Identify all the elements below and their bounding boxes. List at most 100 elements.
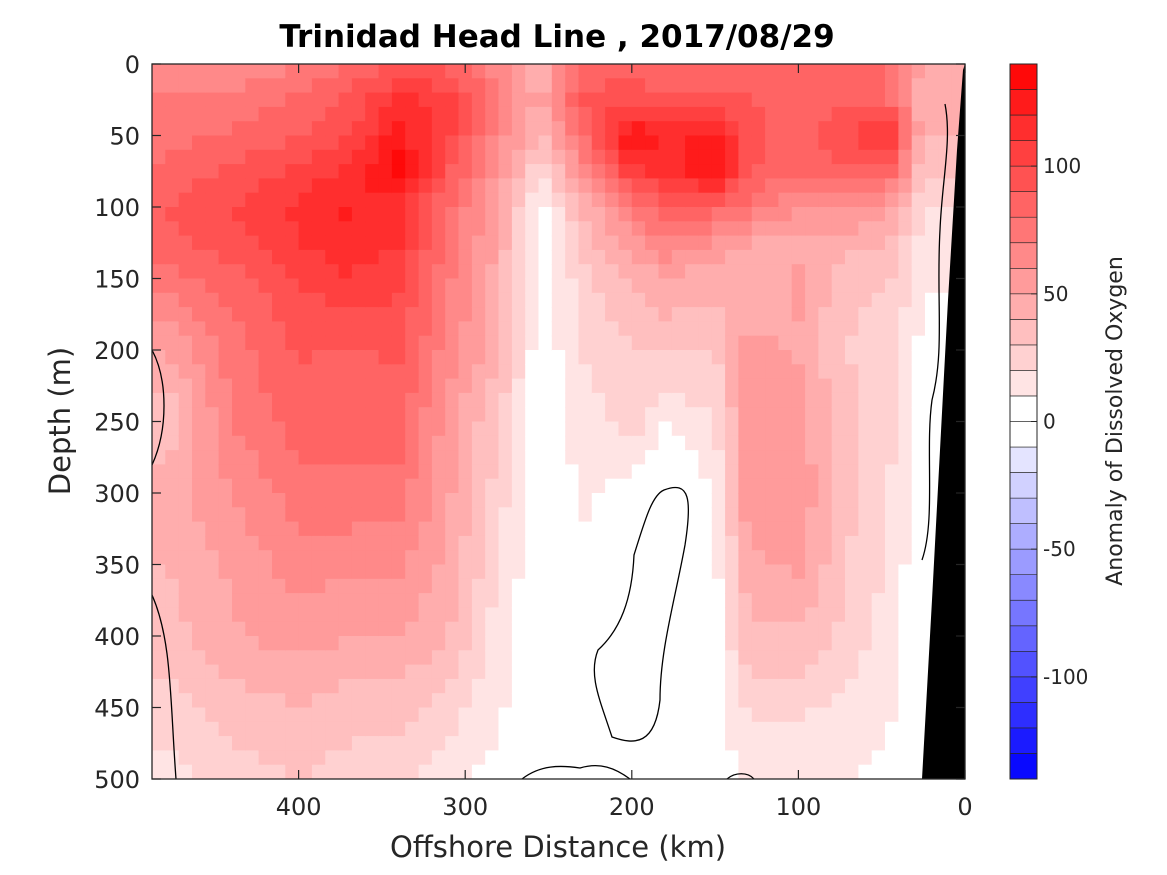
field-cell <box>685 750 700 766</box>
field-cell <box>631 121 646 137</box>
field-cell <box>671 335 686 351</box>
field-cell <box>272 64 287 80</box>
field-cell <box>218 750 233 766</box>
field-cell <box>578 321 593 337</box>
field-cell <box>778 464 793 480</box>
field-cell <box>698 450 713 466</box>
field-cell <box>311 135 326 151</box>
field-cell <box>431 64 446 80</box>
field-cell <box>578 164 593 180</box>
field-cell <box>591 350 606 366</box>
field-cell <box>258 135 273 151</box>
field-cell <box>818 664 833 680</box>
field-cell <box>831 578 846 594</box>
field-cell <box>658 135 673 151</box>
field-cell <box>845 678 860 694</box>
field-cell <box>192 693 207 709</box>
field-cell <box>831 435 846 451</box>
field-cell <box>178 750 193 766</box>
field-cell <box>152 321 167 337</box>
field-cell <box>871 464 886 480</box>
field-cell <box>765 149 780 165</box>
field-cell <box>871 621 886 637</box>
field-cell <box>218 278 233 294</box>
field-cell <box>232 78 247 94</box>
field-cell <box>711 650 726 666</box>
field-cell <box>192 535 207 551</box>
field-cell <box>325 350 340 366</box>
field-cell <box>631 335 646 351</box>
field-cell <box>911 550 926 566</box>
field-cell <box>152 92 167 108</box>
field-cell <box>818 578 833 594</box>
field-cell <box>325 321 340 337</box>
field-cell <box>778 564 793 580</box>
field-cell <box>338 764 353 779</box>
field-cell <box>845 106 860 122</box>
field-cell <box>538 521 553 537</box>
field-cell <box>831 92 846 108</box>
field-cell <box>405 135 420 151</box>
field-cell <box>258 64 273 80</box>
field-cell <box>325 464 340 480</box>
field-cell <box>298 78 313 94</box>
field-cell <box>485 521 500 537</box>
field-cell <box>885 607 900 623</box>
field-cell <box>711 521 726 537</box>
field-cell <box>485 578 500 594</box>
field-cell <box>192 507 207 523</box>
field-cell <box>431 621 446 637</box>
field-cell <box>458 507 473 523</box>
field-cell <box>911 164 926 180</box>
field-cell <box>898 464 913 480</box>
field-cell <box>538 564 553 580</box>
field-cell <box>285 92 300 108</box>
field-cell <box>725 593 740 609</box>
field-cell <box>165 378 180 394</box>
field-cell <box>192 607 207 623</box>
field-cell <box>338 121 353 137</box>
field-cell <box>591 535 606 551</box>
field-cell <box>858 664 873 680</box>
field-cell <box>858 350 873 366</box>
field-cell <box>751 721 766 737</box>
field-cell <box>338 149 353 165</box>
field-cell <box>858 321 873 337</box>
field-cell <box>285 321 300 337</box>
field-cell <box>511 736 526 752</box>
field-cell <box>885 178 900 194</box>
field-cell <box>418 292 433 308</box>
field-cell <box>205 707 220 723</box>
field-cell <box>511 550 526 566</box>
field-cell <box>698 292 713 308</box>
field-cell <box>618 121 633 137</box>
field-cell <box>498 292 513 308</box>
field-cell <box>245 378 260 394</box>
field-cell <box>258 464 273 480</box>
field-cell <box>791 321 806 337</box>
field-cell <box>311 92 326 108</box>
field-cell <box>778 750 793 766</box>
field-cell <box>431 392 446 408</box>
field-cell <box>511 435 526 451</box>
field-cell <box>245 664 260 680</box>
field-cell <box>365 378 380 394</box>
field-cell <box>445 707 460 723</box>
field-cell <box>698 464 713 480</box>
field-cell <box>805 321 820 337</box>
field-cell <box>378 507 393 523</box>
field-cell <box>671 249 686 265</box>
field-cell <box>178 135 193 151</box>
field-cell <box>258 207 273 223</box>
field-cell <box>805 535 820 551</box>
field-cell <box>418 636 433 652</box>
field-cell <box>778 707 793 723</box>
field-cell <box>578 493 593 509</box>
field-cell <box>725 478 740 494</box>
field-cell <box>498 750 513 766</box>
field-cell <box>298 392 313 408</box>
field-cell <box>525 593 540 609</box>
field-cell <box>898 593 913 609</box>
field-cell <box>405 564 420 580</box>
field-cell <box>365 535 380 551</box>
